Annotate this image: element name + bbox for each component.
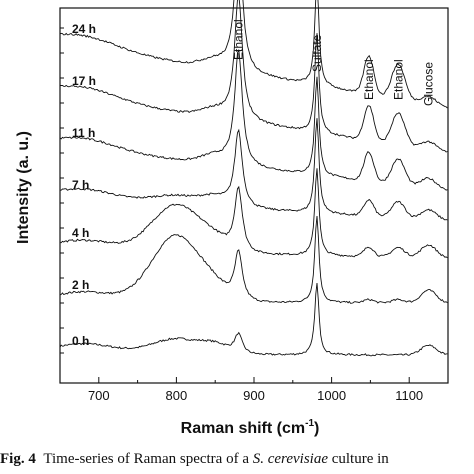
peak-label: Glucose <box>422 62 436 106</box>
series-label: 2 h <box>72 278 89 292</box>
figure-caption: Fig. 4 Time-series of Raman spectra of a… <box>0 451 474 468</box>
series-label: 24 h <box>72 22 96 36</box>
spectrum-line <box>59 49 448 191</box>
peak-label: Ethanol <box>231 19 245 60</box>
series-label: 17 h <box>72 74 96 88</box>
series-label: 7 h <box>72 178 89 192</box>
peak-label: Ethanol <box>391 59 405 100</box>
series-label: 4 h <box>72 226 89 240</box>
spectrum-line <box>59 0 448 109</box>
raman-chart: 700 800 900 1000 1100 0 h 2 h 4 h 7 h 11 h 17 h 24… <box>15 0 449 437</box>
x-tick-label: 700 <box>88 388 110 403</box>
spectrum-line <box>59 282 448 357</box>
peak-label: Ethanol <box>362 59 376 100</box>
figure-number: Fig. 4 <box>0 451 36 467</box>
spectrum-line <box>60 118 448 221</box>
spectrum-line <box>59 0 448 153</box>
series-labels: 0 h 2 h 4 h 7 h 11 h 17 h 24 h <box>72 22 96 348</box>
caption-text-2: culture in <box>327 451 389 467</box>
y-axis-title: Intensity (a. u.) <box>15 131 32 244</box>
x-tick-label: 1100 <box>395 388 423 403</box>
spectra <box>59 0 448 357</box>
x-tick-label: 900 <box>243 388 265 403</box>
caption-text-1: Time-series of Raman spectra of a <box>43 451 253 467</box>
caption-species: S. cerevisiae <box>252 451 328 467</box>
spectrum-line <box>60 168 448 259</box>
x-ticks: 700 800 900 1000 1100 <box>59 27 449 403</box>
series-label: 0 h <box>72 334 89 348</box>
x-axis-title: Raman shift (cm-1) <box>181 418 320 437</box>
x-tick-label: 800 <box>166 388 188 403</box>
peak-labels: Ethanol Sulfate Ethanol Ethanol Glucose <box>231 19 435 106</box>
series-label: 11 h <box>72 126 95 140</box>
peak-label: Sulfate <box>310 34 324 72</box>
spectrum-line <box>59 215 448 304</box>
x-tick-label: 1000 <box>317 388 346 403</box>
